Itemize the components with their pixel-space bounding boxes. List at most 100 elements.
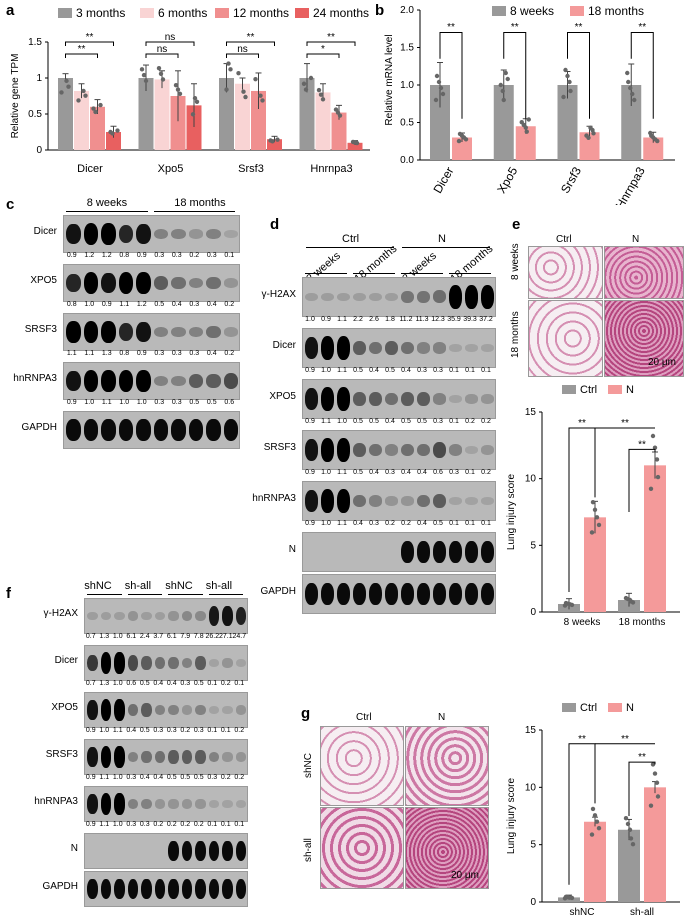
blot-f-band — [141, 879, 152, 900]
a-tick-label: 1 — [36, 73, 42, 84]
blot-c-row-name: hnRNPA3 — [0, 373, 57, 384]
blot-d-quant-value: 1.1 — [334, 469, 350, 476]
blot-d-band — [481, 445, 494, 454]
blot-d-row-name: SRSF3 — [232, 442, 296, 453]
blot-c-quant-value: 0.3 — [168, 252, 186, 259]
blot-d-band — [321, 336, 334, 359]
blot-d-quant-value: 0.2 — [462, 418, 478, 425]
a-dot — [253, 77, 257, 81]
blot-f-quant-value: 0.2 — [219, 774, 233, 781]
a-dot — [302, 82, 306, 86]
blot-f-quant-value: 0.9 — [84, 727, 98, 734]
blot-d-band — [401, 342, 414, 355]
blot-d-quant-value: 1.0 — [318, 367, 334, 374]
blot-f-row-name: γ-H2AX — [14, 608, 78, 619]
e-sig-label: ** — [638, 439, 646, 450]
blot-d-group-line — [449, 273, 491, 274]
blot-f-row-name: N — [14, 843, 78, 854]
blot-d-quant-value: 0.4 — [414, 520, 430, 527]
blot-d-quant-value: 0.1 — [446, 367, 462, 374]
e-sig-label: ** — [578, 418, 586, 429]
blot-d-quant-row: 0.9 1.0 1.1 0.5 0.4 0.3 0.4 0.4 0.6 0.3 0.1 0.2 — [302, 469, 494, 476]
g-legend-label: Ctrl — [580, 702, 597, 714]
b-dot — [568, 89, 572, 93]
g-ylabel: Lung injury score — [506, 777, 517, 854]
blot-f-band — [128, 752, 139, 763]
blot-d-band — [321, 583, 334, 605]
a-xtick: Xpo5 — [158, 163, 184, 175]
blot-f-band — [195, 611, 206, 621]
b-dot — [435, 74, 439, 78]
blot-c-quant-value: 0.9 — [133, 350, 151, 357]
blot-f-quant-value: 0.3 — [179, 680, 193, 687]
blot-d-blot — [302, 574, 496, 614]
blot-f-band — [236, 705, 247, 714]
g-tick-label: 15 — [525, 725, 537, 736]
a-dot — [108, 130, 112, 134]
blot-c-band — [119, 272, 134, 294]
b-xtick: Srsf3 — [558, 164, 584, 196]
blot-f-band — [168, 611, 179, 620]
b-dot — [649, 134, 653, 138]
blot-d-band — [305, 439, 318, 460]
blot-f-band — [236, 659, 247, 667]
blot-f-band — [209, 800, 220, 808]
blot-c-row-name: SRSF3 — [0, 324, 57, 335]
e-dot — [591, 500, 595, 504]
g-dot — [591, 807, 595, 811]
g-bar — [584, 822, 606, 902]
blot-d-band — [401, 291, 414, 303]
b-sig-label: ** — [638, 22, 646, 33]
blot-f-quant-value: 0.4 — [138, 774, 152, 781]
blot-f-row-name: SRSF3 — [14, 749, 78, 760]
blot-d-band — [433, 541, 446, 563]
blot-d-band — [433, 290, 446, 303]
e-dot — [656, 475, 660, 479]
blot-f-band — [114, 652, 125, 673]
a-dot — [226, 61, 230, 65]
blot-f-band — [155, 751, 166, 763]
blot-f-group-line — [128, 594, 163, 595]
e-tick-label: 5 — [530, 540, 536, 551]
blot-f-band — [195, 656, 206, 670]
blot-c-group-line — [154, 211, 236, 212]
histo-e-ctrl-18m — [528, 300, 603, 377]
blot-d-quant-value: 0.3 — [446, 469, 462, 476]
a-sig-label: ns — [237, 44, 248, 55]
blot-f-band — [155, 879, 166, 900]
blot-f-row-name: GAPDH — [14, 881, 78, 892]
blot-c-band — [66, 419, 81, 440]
blot-d-quant-value: 0.6 — [430, 469, 446, 476]
blot-d-quant-value: 0.5 — [350, 469, 366, 476]
blot-d-band — [465, 394, 478, 403]
blot-d-band — [369, 495, 382, 506]
e-legend-label: N — [626, 384, 634, 396]
blot-c-quant-value: 1.0 — [81, 399, 99, 406]
blot-c-band — [224, 278, 239, 287]
blot-d-quant-value: 0.3 — [366, 520, 382, 527]
blot-d-band — [305, 293, 318, 302]
blot-f-band — [209, 841, 220, 862]
g-tick-label: 0 — [530, 897, 536, 908]
blot-d-band — [481, 497, 494, 505]
b-dot — [626, 80, 630, 84]
blot-c-band — [206, 419, 221, 440]
blot-f-band — [87, 794, 98, 814]
histo-e-row-18m: 18 months — [510, 311, 521, 358]
blot-d-band — [305, 337, 318, 358]
blot-d-quant-value: 0.3 — [382, 469, 398, 476]
blot-c-band — [189, 374, 204, 388]
blot-f-band — [114, 699, 125, 720]
blot-c-quant-value: 0.3 — [168, 350, 186, 357]
blot-f-band — [209, 752, 220, 763]
blot-d-quant-value: 0.1 — [462, 520, 478, 527]
a-sig-label: ** — [247, 32, 255, 43]
blot-c-quant-value: 1.0 — [116, 399, 134, 406]
panel-label-f: f — [6, 585, 11, 602]
e-sig-label: ** — [621, 418, 629, 429]
g-dot — [626, 822, 630, 826]
a-ylabel: Relative gene TPM — [10, 54, 21, 139]
a-dot — [191, 112, 195, 116]
blot-f-quant-value: 1.1 — [98, 821, 112, 828]
a-dot — [157, 66, 161, 70]
